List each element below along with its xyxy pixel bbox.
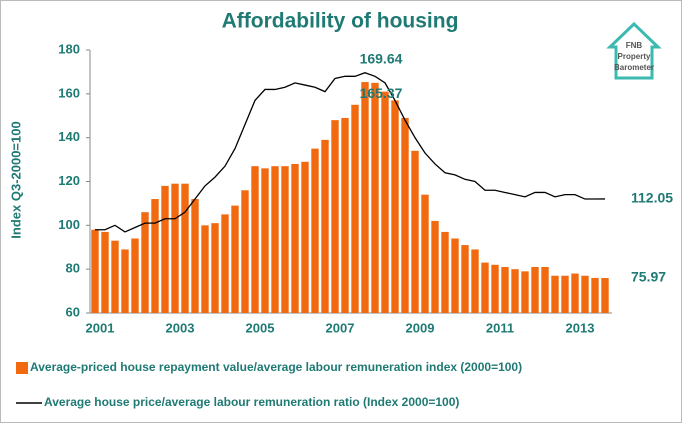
logo: FNB Property Barometer xyxy=(606,21,662,80)
data-label: 165.37 xyxy=(360,85,403,101)
bar xyxy=(551,275,559,313)
bar xyxy=(101,231,109,313)
bar xyxy=(221,214,229,313)
bar xyxy=(511,269,519,313)
bar xyxy=(471,249,479,313)
bar xyxy=(601,277,609,313)
bar xyxy=(211,223,219,313)
bar xyxy=(161,185,169,313)
y-tick-label: 140 xyxy=(58,129,80,144)
bar xyxy=(291,163,299,313)
bar xyxy=(181,183,189,313)
legend-swatch xyxy=(16,362,28,374)
data-label: 75.97 xyxy=(631,269,666,285)
bar xyxy=(401,117,409,313)
bar xyxy=(541,266,549,313)
bar xyxy=(381,91,389,314)
bar xyxy=(581,275,589,313)
x-tick-label: 2011 xyxy=(486,320,514,335)
logo-house xyxy=(606,21,662,80)
legend-label: Average house price/average labour remun… xyxy=(44,395,459,409)
bar xyxy=(521,271,529,313)
bar xyxy=(361,82,369,313)
y-tick-label: 100 xyxy=(58,217,80,232)
x-tick-label: 2009 xyxy=(406,320,435,335)
bar xyxy=(451,238,459,313)
bar xyxy=(301,161,309,313)
y-axis-label: Index Q3-2000=100 xyxy=(8,121,23,238)
data-label: 112.05 xyxy=(631,190,673,206)
bar xyxy=(531,266,539,313)
bar xyxy=(351,104,359,314)
bar xyxy=(411,150,419,313)
x-tick-label: 2007 xyxy=(326,320,355,335)
logo-text: Property xyxy=(618,52,651,61)
logo-text: Barometer xyxy=(614,63,654,72)
y-tick-label: 180 xyxy=(58,41,80,56)
bar xyxy=(151,199,159,313)
bar xyxy=(111,240,119,313)
data-label: 169.64 xyxy=(360,50,403,66)
bar xyxy=(571,273,579,313)
bar xyxy=(341,117,349,313)
line xyxy=(95,72,606,233)
bar xyxy=(311,148,319,313)
bar xyxy=(271,166,279,313)
y-tick-label: 60 xyxy=(66,304,80,319)
bar xyxy=(231,205,239,313)
bar xyxy=(131,238,139,313)
logo-text: FNB xyxy=(626,41,643,50)
bar xyxy=(461,245,469,313)
x-tick-label: 2003 xyxy=(166,320,195,335)
bar xyxy=(281,166,289,313)
bar xyxy=(171,183,179,313)
x-tick-label: 2005 xyxy=(246,320,275,335)
y-tick-label: 160 xyxy=(58,85,80,100)
bar xyxy=(421,194,429,313)
bar xyxy=(121,249,129,313)
bar xyxy=(261,168,269,313)
bar xyxy=(431,220,439,313)
y-tick-label: 120 xyxy=(58,173,80,188)
chart-title: Affordability of housing xyxy=(222,10,459,33)
bar xyxy=(441,231,449,313)
x-tick-label: 2001 xyxy=(86,320,115,335)
bar xyxy=(591,277,599,313)
bar xyxy=(321,139,329,313)
bar xyxy=(481,262,489,313)
bar xyxy=(501,266,509,313)
bar xyxy=(201,225,209,313)
bar xyxy=(491,264,499,313)
x-tick-label: 2013 xyxy=(566,320,595,335)
bar xyxy=(391,100,399,314)
bar xyxy=(241,190,249,313)
y-tick-label: 80 xyxy=(66,261,80,276)
bar xyxy=(251,166,259,313)
bar xyxy=(561,275,569,313)
bar xyxy=(371,82,379,313)
bar xyxy=(91,229,99,313)
bar xyxy=(331,120,339,313)
legend-label: Average-priced house repayment value/ave… xyxy=(30,360,522,374)
bar xyxy=(191,199,199,313)
bar xyxy=(141,212,149,313)
